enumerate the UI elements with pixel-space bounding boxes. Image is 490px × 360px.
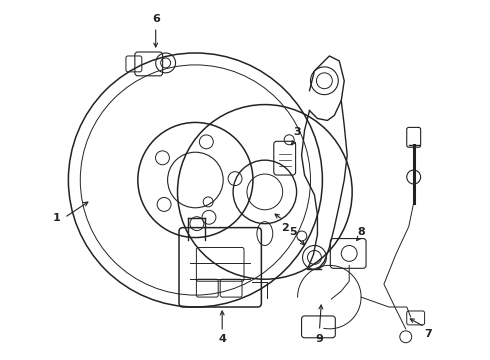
Text: 9: 9 [316,334,323,344]
Text: 2: 2 [281,222,289,233]
Text: 5: 5 [289,226,296,237]
Text: 3: 3 [294,127,301,138]
Text: 6: 6 [152,14,160,24]
Text: 7: 7 [425,329,433,339]
Text: 1: 1 [52,213,60,223]
Text: 4: 4 [218,334,226,344]
Text: 8: 8 [357,226,365,237]
